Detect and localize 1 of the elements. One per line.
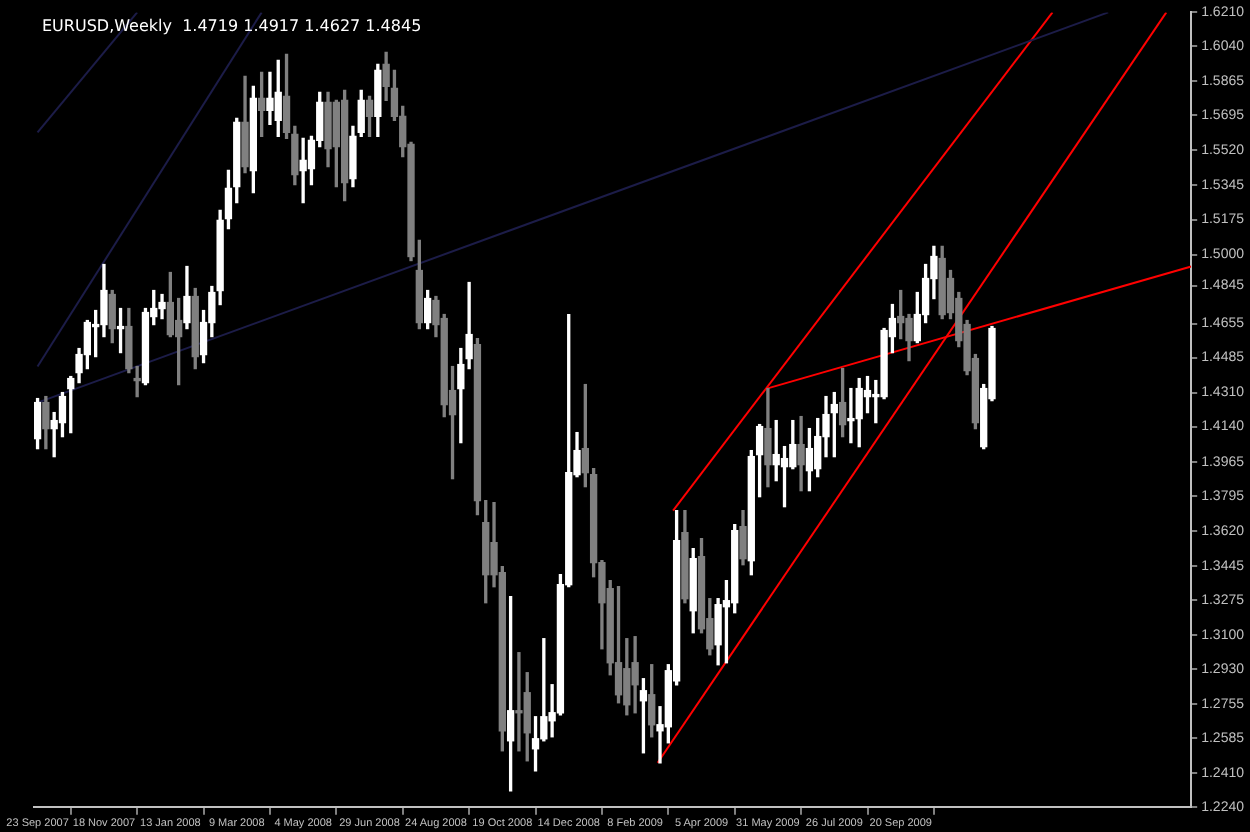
chart-title: EURUSD,Weekly 1.4719 1.4917 1.4627 1.4845 xyxy=(42,16,422,35)
